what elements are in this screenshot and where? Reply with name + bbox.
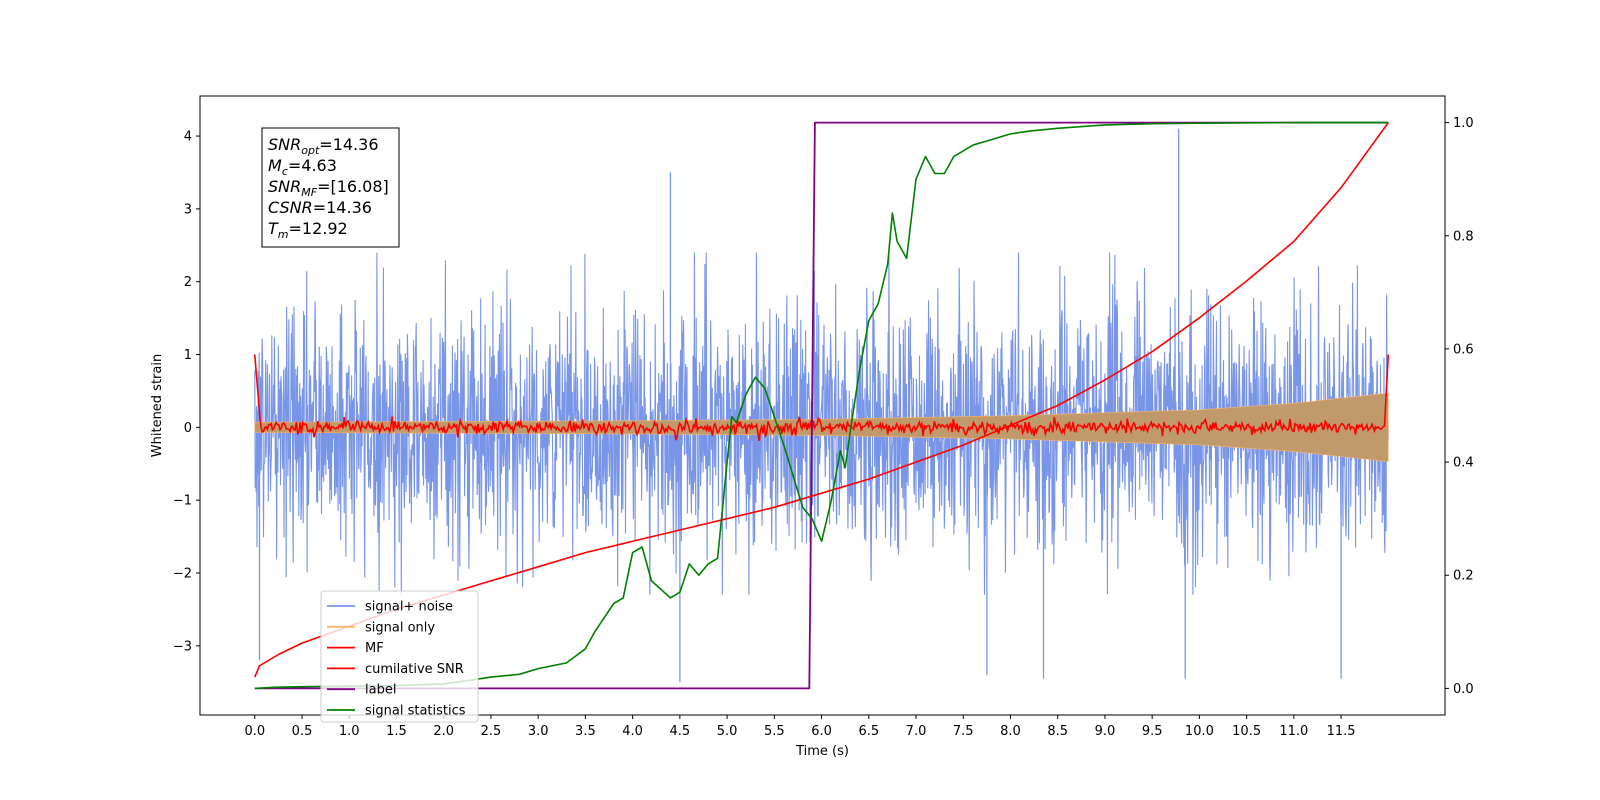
y2-tick-label: 0.2 — [1453, 569, 1474, 584]
x-tick-label: 1.5 — [386, 724, 407, 739]
x-tick-label: 8.0 — [1000, 724, 1021, 739]
stats-annotation-frame — [261, 127, 400, 248]
axes-layer: 0.0 0.5 1.0 1.5 2.0 2.5 3.0 3.5 4.0 4.5 5.0 5.5 6.0 6… — [173, 116, 1474, 739]
y-tick-label: −1 — [173, 494, 192, 509]
legend-label-signal-noise: signal+ noise — [365, 600, 453, 615]
x-tick-label: 9.0 — [1095, 724, 1116, 739]
legend-label-signal-only: signal only — [365, 620, 435, 635]
annotation-line: Tm=12.92 — [268, 219, 348, 241]
y-tick-label: 3 — [184, 202, 192, 217]
x-tick-label: 10.5 — [1232, 724, 1261, 739]
x-tick-label: 11.5 — [1327, 724, 1356, 739]
x-tick-label: 11.0 — [1279, 724, 1308, 739]
x-tick-label: 6.5 — [858, 724, 879, 739]
y-tick-label: 2 — [184, 275, 192, 290]
y2-tick-label: 0.4 — [1453, 456, 1474, 471]
x-tick-label: 6.0 — [811, 724, 832, 739]
x-tick-label: 3.0 — [528, 724, 549, 739]
x-tick-label: 7.0 — [906, 724, 927, 739]
x-tick-label: 0.5 — [292, 724, 313, 739]
y-tick-label: 0 — [184, 421, 192, 436]
x-tick-label: 5.0 — [717, 724, 738, 739]
plot-frame — [199, 95, 1446, 716]
x-tick-label: 9.5 — [1142, 724, 1163, 739]
y-axis-label: Whitened strain — [150, 354, 165, 457]
series-signal-statistics — [254, 121, 1389, 690]
annotation-line: CSNR=14.36 — [268, 198, 372, 217]
legend-label-signal-statistics: signal statistics — [365, 704, 466, 719]
x-tick-label: 1.0 — [339, 724, 360, 739]
x-tick-label: 7.5 — [953, 724, 974, 739]
y2-tick-label: 0.6 — [1453, 342, 1474, 357]
y-tick-label: −3 — [173, 639, 192, 654]
annotation-line: Mc=4.63 — [268, 156, 337, 178]
series-label — [254, 121, 1389, 690]
series-signal-noise-peaks — [258, 128, 1342, 683]
y2-tick-label: 0.0 — [1453, 682, 1474, 697]
x-tick-label: 5.5 — [764, 724, 785, 739]
annotation-line: SNRopt=14.36 — [268, 135, 379, 157]
annotation-line: SNRMF=[16.08] — [268, 177, 389, 199]
stats-annotation-box: SNRopt=14.36Mc=4.63SNRMF=[16.08]CSNR=14.… — [261, 127, 400, 248]
y2-tick-label: 1.0 — [1453, 116, 1474, 131]
y-tick-label: 4 — [184, 130, 192, 145]
series-layer — [254, 121, 1390, 690]
y-tick-label: −2 — [173, 566, 192, 581]
x-tick-label: 2.0 — [433, 724, 454, 739]
y2-tick-label: 0.8 — [1453, 229, 1474, 244]
x-tick-label: 0.0 — [244, 724, 265, 739]
x-tick-label: 8.5 — [1047, 724, 1068, 739]
legend-label-cumilative-snr: cumilative SNR — [365, 662, 464, 677]
x-tick-label: 4.5 — [670, 724, 691, 739]
x-tick-label: 3.5 — [575, 724, 596, 739]
legend: signal+ noise signal only MF cumilative SNR… — [320, 590, 479, 723]
y-tick-label: 1 — [184, 348, 192, 363]
series-mf — [254, 354, 1390, 442]
legend-label-mf: MF — [365, 641, 384, 656]
x-tick-label: 4.0 — [622, 724, 643, 739]
x-tick-label: 10.0 — [1185, 724, 1214, 739]
legend-frame — [320, 590, 479, 723]
x-tick-label: 2.5 — [481, 724, 502, 739]
legend-label-label: label — [365, 683, 396, 698]
x-axis-label: Time (s) — [795, 744, 849, 759]
